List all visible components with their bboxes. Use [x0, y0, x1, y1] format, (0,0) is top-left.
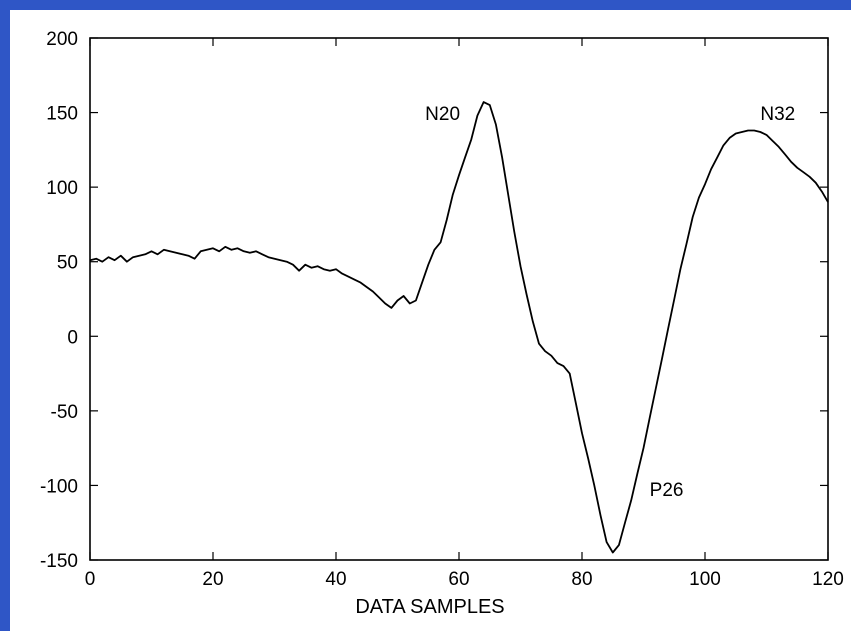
figure-panel: 0 20 40 60 80 100 120 200 150 100 50 0 -50 -100 -150 N… — [10, 10, 851, 631]
y-tick-label: 100 — [46, 178, 78, 199]
signal-line — [89, 101, 829, 554]
y-tick-label: -100 — [40, 476, 78, 497]
x-axis-label: DATA SAMPLES — [355, 596, 504, 618]
x-tick-label: 60 — [448, 569, 469, 590]
y-tick-label: -50 — [51, 402, 78, 423]
x-tick-label: 0 — [85, 569, 96, 590]
x-tick-label: 120 — [812, 569, 844, 590]
line-chart: 0 20 40 60 80 100 120 200 150 100 50 0 -50 -100 -150 N… — [40, 29, 844, 618]
peak-label-p26: P26 — [650, 480, 684, 501]
peak-label-n20: N20 — [425, 104, 460, 125]
x-tick-label: 20 — [202, 569, 223, 590]
y-tick-label: 150 — [46, 104, 78, 125]
x-tick-label: 100 — [689, 569, 721, 590]
y-tick-label: 200 — [46, 29, 78, 50]
y-tick-label: -150 — [40, 551, 78, 572]
y-tick-label: 50 — [57, 253, 78, 274]
peak-label-n32: N32 — [760, 104, 795, 125]
x-tick-label: 40 — [325, 569, 346, 590]
y-tick-label: 0 — [67, 327, 78, 348]
x-tick-label: 80 — [571, 569, 592, 590]
